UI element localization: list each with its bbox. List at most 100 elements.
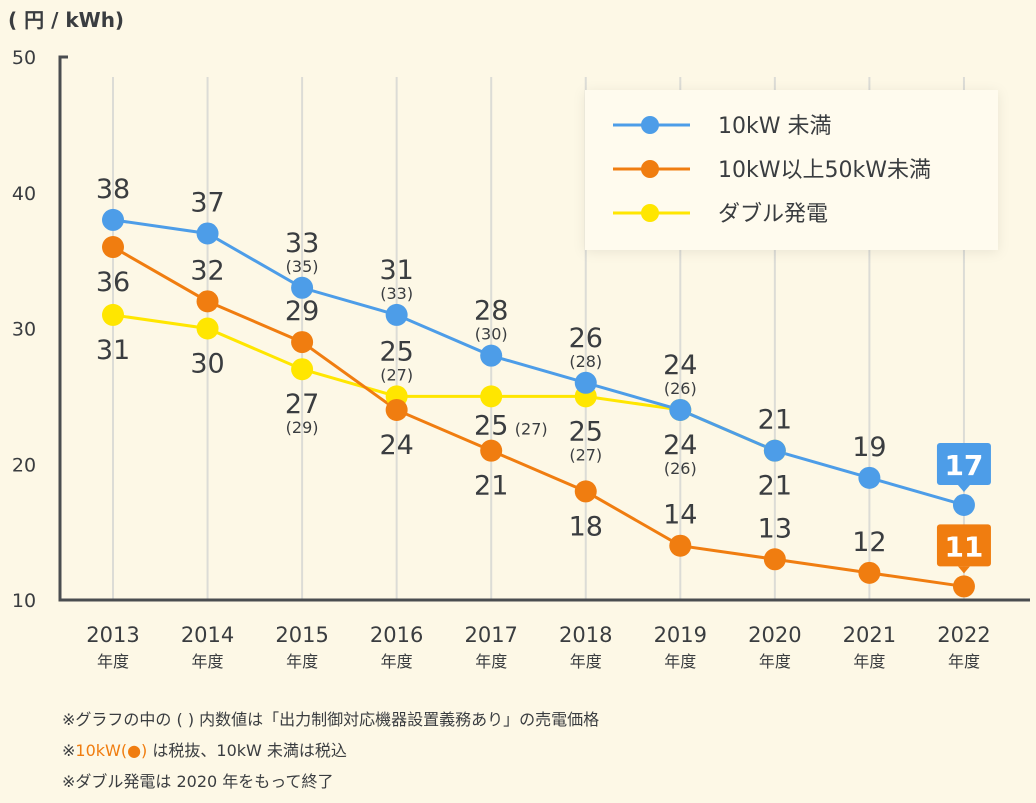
- data-point: [574, 480, 597, 503]
- x-tick-label: 2019: [654, 623, 707, 647]
- data-label: 28: [474, 296, 508, 327]
- callout-box: [936, 442, 991, 485]
- x-tick-suffix: 年度: [948, 652, 980, 671]
- callout-box: [936, 524, 991, 567]
- x-tick-label: 2013: [86, 623, 139, 647]
- data-label: 25: [474, 410, 508, 441]
- data-point: [291, 276, 314, 299]
- data-label: 14: [663, 500, 697, 531]
- data-label: 32: [190, 255, 224, 286]
- data-label-paren: (26): [664, 379, 697, 398]
- series-line-0: [112, 218, 965, 507]
- y-tick-label: 10: [12, 590, 36, 612]
- x-tick-suffix: 年度: [286, 652, 318, 671]
- footnote-highlight: 10kW(●): [75, 741, 148, 760]
- x-tick-suffix: 年度: [759, 652, 791, 671]
- x-tick-suffix: 年度: [853, 652, 885, 671]
- footnotes: ※グラフの中の ( ) 内数値は「出力制御対応機器設置義務あり」の売電価格 ※1…: [62, 704, 599, 797]
- data-label: 24: [663, 430, 697, 461]
- callout-pointer: [957, 566, 970, 574]
- data-label: 21: [758, 405, 792, 436]
- x-tick-label: 2016: [370, 623, 423, 647]
- data-point: [291, 358, 314, 381]
- data-label-paren: (27): [380, 365, 413, 384]
- data-label-paren: (35): [286, 257, 319, 276]
- x-tick-label: 2017: [464, 623, 517, 647]
- data-label: 24: [379, 430, 413, 461]
- data-label: 33: [285, 228, 319, 259]
- data-point: [196, 317, 219, 340]
- legend-label: 10kW以上50kW未満: [718, 158, 931, 183]
- data-label-paren: (27): [569, 445, 602, 464]
- data-label: 27: [285, 389, 319, 420]
- y-tick-label: 50: [12, 47, 36, 69]
- data-label: 37: [190, 187, 224, 218]
- data-point: [669, 534, 692, 557]
- data-label-paren: (33): [380, 284, 413, 303]
- data-point: [952, 575, 975, 598]
- data-label: 25: [569, 416, 603, 447]
- x-tick-label: 2015: [275, 623, 328, 647]
- footnote-1: ※グラフの中の ( ) 内数値は「出力制御対応機器設置義務あり」の売電価格: [62, 710, 600, 729]
- data-point: [102, 236, 124, 259]
- data-label: 18: [569, 511, 603, 542]
- callout-value: 11: [944, 530, 983, 563]
- y-tick-label: 30: [12, 319, 36, 341]
- data-label: 30: [190, 349, 224, 380]
- x-tick-label: 2020: [748, 623, 801, 647]
- footnote-2: ※10kW(●) は税抜、10kW 未満は税込: [62, 735, 599, 766]
- data-point: [669, 398, 692, 421]
- data-point: [196, 222, 219, 245]
- footnote-3: ※ダブル発電は 2020 年をもって終了: [62, 772, 334, 791]
- data-label: 29: [285, 296, 319, 327]
- x-tick-suffix: 年度: [570, 652, 602, 671]
- x-tick-label: 2021: [843, 623, 896, 647]
- x-tick-suffix: 年度: [97, 652, 129, 671]
- y-axis-unit-label: ( 円 / kWh): [8, 8, 125, 32]
- data-label: 26: [569, 323, 603, 354]
- y-tick-label: 20: [12, 454, 36, 476]
- data-point: [102, 303, 124, 326]
- data-label-paren: (26): [664, 459, 697, 478]
- x-tick-suffix: 年度: [381, 652, 413, 671]
- x-tick-suffix: 年度: [475, 652, 507, 671]
- x-tick-label: 2022: [937, 623, 990, 647]
- data-point: [858, 466, 881, 489]
- data-label: 25: [379, 336, 413, 367]
- data-label-paren: (30): [475, 325, 508, 344]
- y-tick-label: 40: [12, 183, 36, 205]
- data-label: 38: [96, 174, 130, 205]
- data-label: 12: [852, 527, 886, 558]
- data-point: [480, 344, 503, 367]
- data-point: [763, 548, 786, 571]
- data-point: [102, 208, 124, 231]
- data-point: [574, 371, 597, 394]
- data-point: [763, 439, 786, 462]
- data-point: [196, 290, 219, 313]
- legend-marker: [641, 160, 659, 178]
- legend-marker: [641, 204, 659, 222]
- data-point: [291, 331, 314, 354]
- legend-label: 10kW 未満: [718, 114, 831, 139]
- legend-marker: [641, 116, 659, 134]
- data-label: 19: [852, 432, 886, 463]
- data-point: [858, 561, 881, 584]
- data-label: 36: [96, 267, 130, 298]
- data-point: [385, 398, 408, 421]
- data-label: 21: [758, 471, 792, 502]
- footnote-mark: ※: [62, 741, 76, 760]
- data-label-paren: (27): [515, 419, 548, 438]
- data-label: 31: [379, 255, 413, 286]
- data-label-paren: (28): [569, 352, 602, 371]
- x-tick-suffix: 年度: [192, 652, 224, 671]
- axes: [58, 55, 1030, 602]
- data-point: [480, 385, 503, 408]
- data-point: [385, 303, 408, 326]
- data-point: [952, 493, 975, 516]
- x-tick-suffix: 年度: [664, 652, 696, 671]
- callout-value: 17: [944, 449, 983, 482]
- data-label-paren: (29): [286, 418, 319, 437]
- legend-label: ダブル発電: [718, 202, 828, 227]
- data-point: [480, 439, 503, 462]
